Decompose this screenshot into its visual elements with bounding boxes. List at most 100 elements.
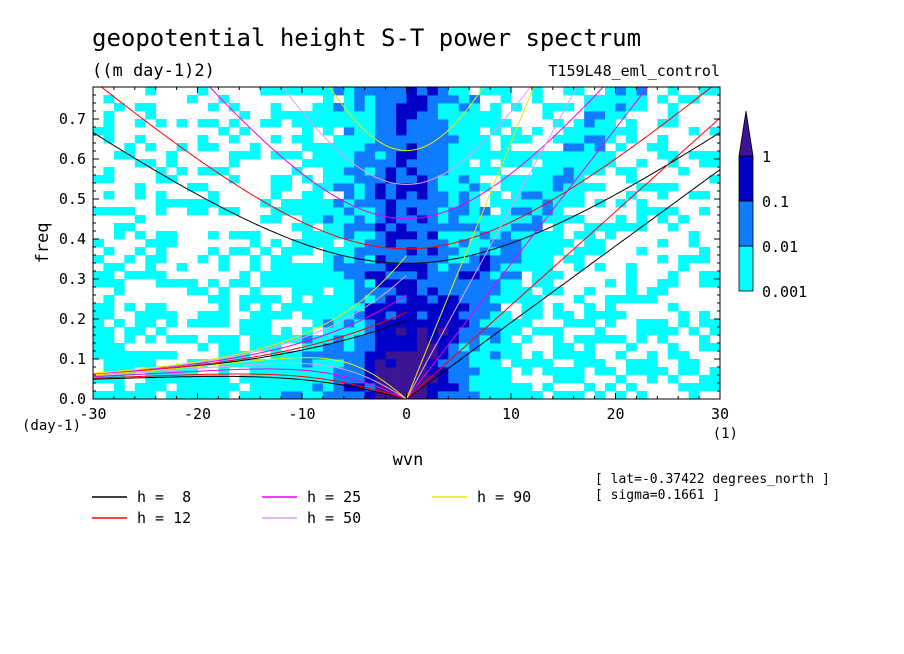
spectrum-cell [605, 95, 616, 104]
spectrum-cell [270, 271, 282, 280]
spectrum-cell [521, 359, 533, 368]
spectrum-cell [469, 215, 481, 224]
spectrum-cell [416, 127, 428, 136]
spectrum-cell [302, 311, 313, 320]
spectrum-cell [615, 223, 627, 232]
spectrum-cell [646, 319, 658, 328]
spectrum-cell [427, 167, 439, 176]
spectrum-cell [103, 351, 115, 360]
spectrum-cell [124, 351, 136, 360]
spectrum-cell [552, 303, 564, 312]
spectrum-cell [416, 167, 428, 176]
spectrum-cell [709, 319, 720, 328]
spectrum-cell [228, 175, 240, 184]
spectrum-cell [375, 215, 386, 224]
spectrum-cell [375, 263, 386, 272]
spectrum-cell [448, 319, 460, 328]
spectrum-cell [364, 223, 376, 232]
spectrum-cell [531, 231, 543, 240]
spectrum-cell [479, 335, 491, 344]
spectrum-cell [521, 183, 533, 192]
spectrum-cell [479, 359, 491, 368]
spectrum-cell [197, 375, 209, 384]
spectrum-cell [479, 207, 491, 216]
spectrum-cell [521, 199, 533, 208]
spectrum-cell [406, 127, 418, 136]
spectrum-cell [552, 215, 564, 224]
spectrum-cell [563, 367, 575, 376]
spectrum-cell [542, 175, 554, 184]
spectrum-cell [688, 255, 700, 264]
spectrum-cell [636, 367, 648, 376]
spectrum-cell [458, 327, 470, 336]
spectrum-cell [260, 119, 272, 128]
spectrum-cell [93, 319, 104, 328]
spectrum-cell [218, 167, 230, 176]
spectrum-cell [333, 231, 345, 240]
spectrum-cell [207, 119, 219, 128]
spectrum-cell [709, 279, 720, 288]
spectrum-cell [385, 311, 397, 320]
spectrum-cell [312, 311, 324, 320]
spectrum-cell [312, 335, 324, 344]
spectrum-cell [406, 183, 418, 192]
spectrum-cell [281, 311, 292, 320]
spectrum-cell [584, 159, 595, 168]
spectrum-cell [155, 207, 167, 216]
spectrum-cell [281, 87, 292, 96]
spectrum-cell [187, 199, 198, 208]
spectrum-cell [302, 359, 313, 368]
spectrum-cell [636, 327, 648, 336]
spectrum-cell [416, 215, 428, 224]
spectrum-cell [479, 143, 491, 152]
spectrum-cell [573, 87, 585, 96]
spectrum-cell [552, 159, 564, 168]
spectrum-cell [333, 207, 345, 216]
spectrum-cell [375, 343, 386, 352]
spectrum-cell [416, 207, 428, 216]
spectrum-cell [406, 159, 418, 168]
spectrum-cell [636, 95, 648, 104]
spectrum-cell [249, 359, 261, 368]
spectrum-cell [281, 247, 292, 256]
spectrum-cell [406, 231, 418, 240]
spectrum-cell [343, 319, 355, 328]
spectrum-cell [302, 127, 313, 136]
spectrum-cell [396, 327, 407, 336]
spectrum-cell [427, 391, 439, 399]
spectrum-cell [93, 271, 104, 280]
spectrum-cell [145, 359, 157, 368]
spectrum-cell [563, 103, 575, 112]
spectrum-cell [500, 247, 512, 256]
spectrum-cell [573, 375, 585, 384]
spectrum-cell [490, 215, 501, 224]
spectrum-cell [521, 303, 533, 312]
spectrum-cell [657, 183, 669, 192]
spectrum-cell [291, 87, 303, 96]
spectrum-cell [281, 111, 292, 120]
spectrum-cell [573, 191, 585, 200]
spectrum-cell [542, 111, 554, 120]
spectrum-cell [437, 207, 449, 216]
spectrum-cell [343, 343, 355, 352]
spectrum-cell [531, 391, 543, 399]
spectrum-cell [427, 343, 439, 352]
spectrum-cell [197, 391, 209, 399]
spectrum-cell [458, 335, 470, 344]
spectrum-cell [427, 247, 439, 256]
spectrum-cell [490, 319, 501, 328]
spectrum-cell [197, 167, 209, 176]
spectrum-cell [385, 239, 397, 248]
spectrum-cell [354, 175, 366, 184]
spectrum-cell [249, 391, 261, 399]
spectrum-cell [531, 271, 543, 280]
spectrum-cell [333, 335, 345, 344]
spectrum-cell [396, 223, 407, 232]
spectrum-cell [406, 295, 418, 304]
spectrum-cell [322, 159, 334, 168]
spectrum-cell [511, 183, 522, 192]
spectrum-cell [521, 255, 533, 264]
spectrum-cell [448, 175, 460, 184]
spectrum-cell [124, 327, 136, 336]
spectrum-cell [385, 351, 397, 360]
